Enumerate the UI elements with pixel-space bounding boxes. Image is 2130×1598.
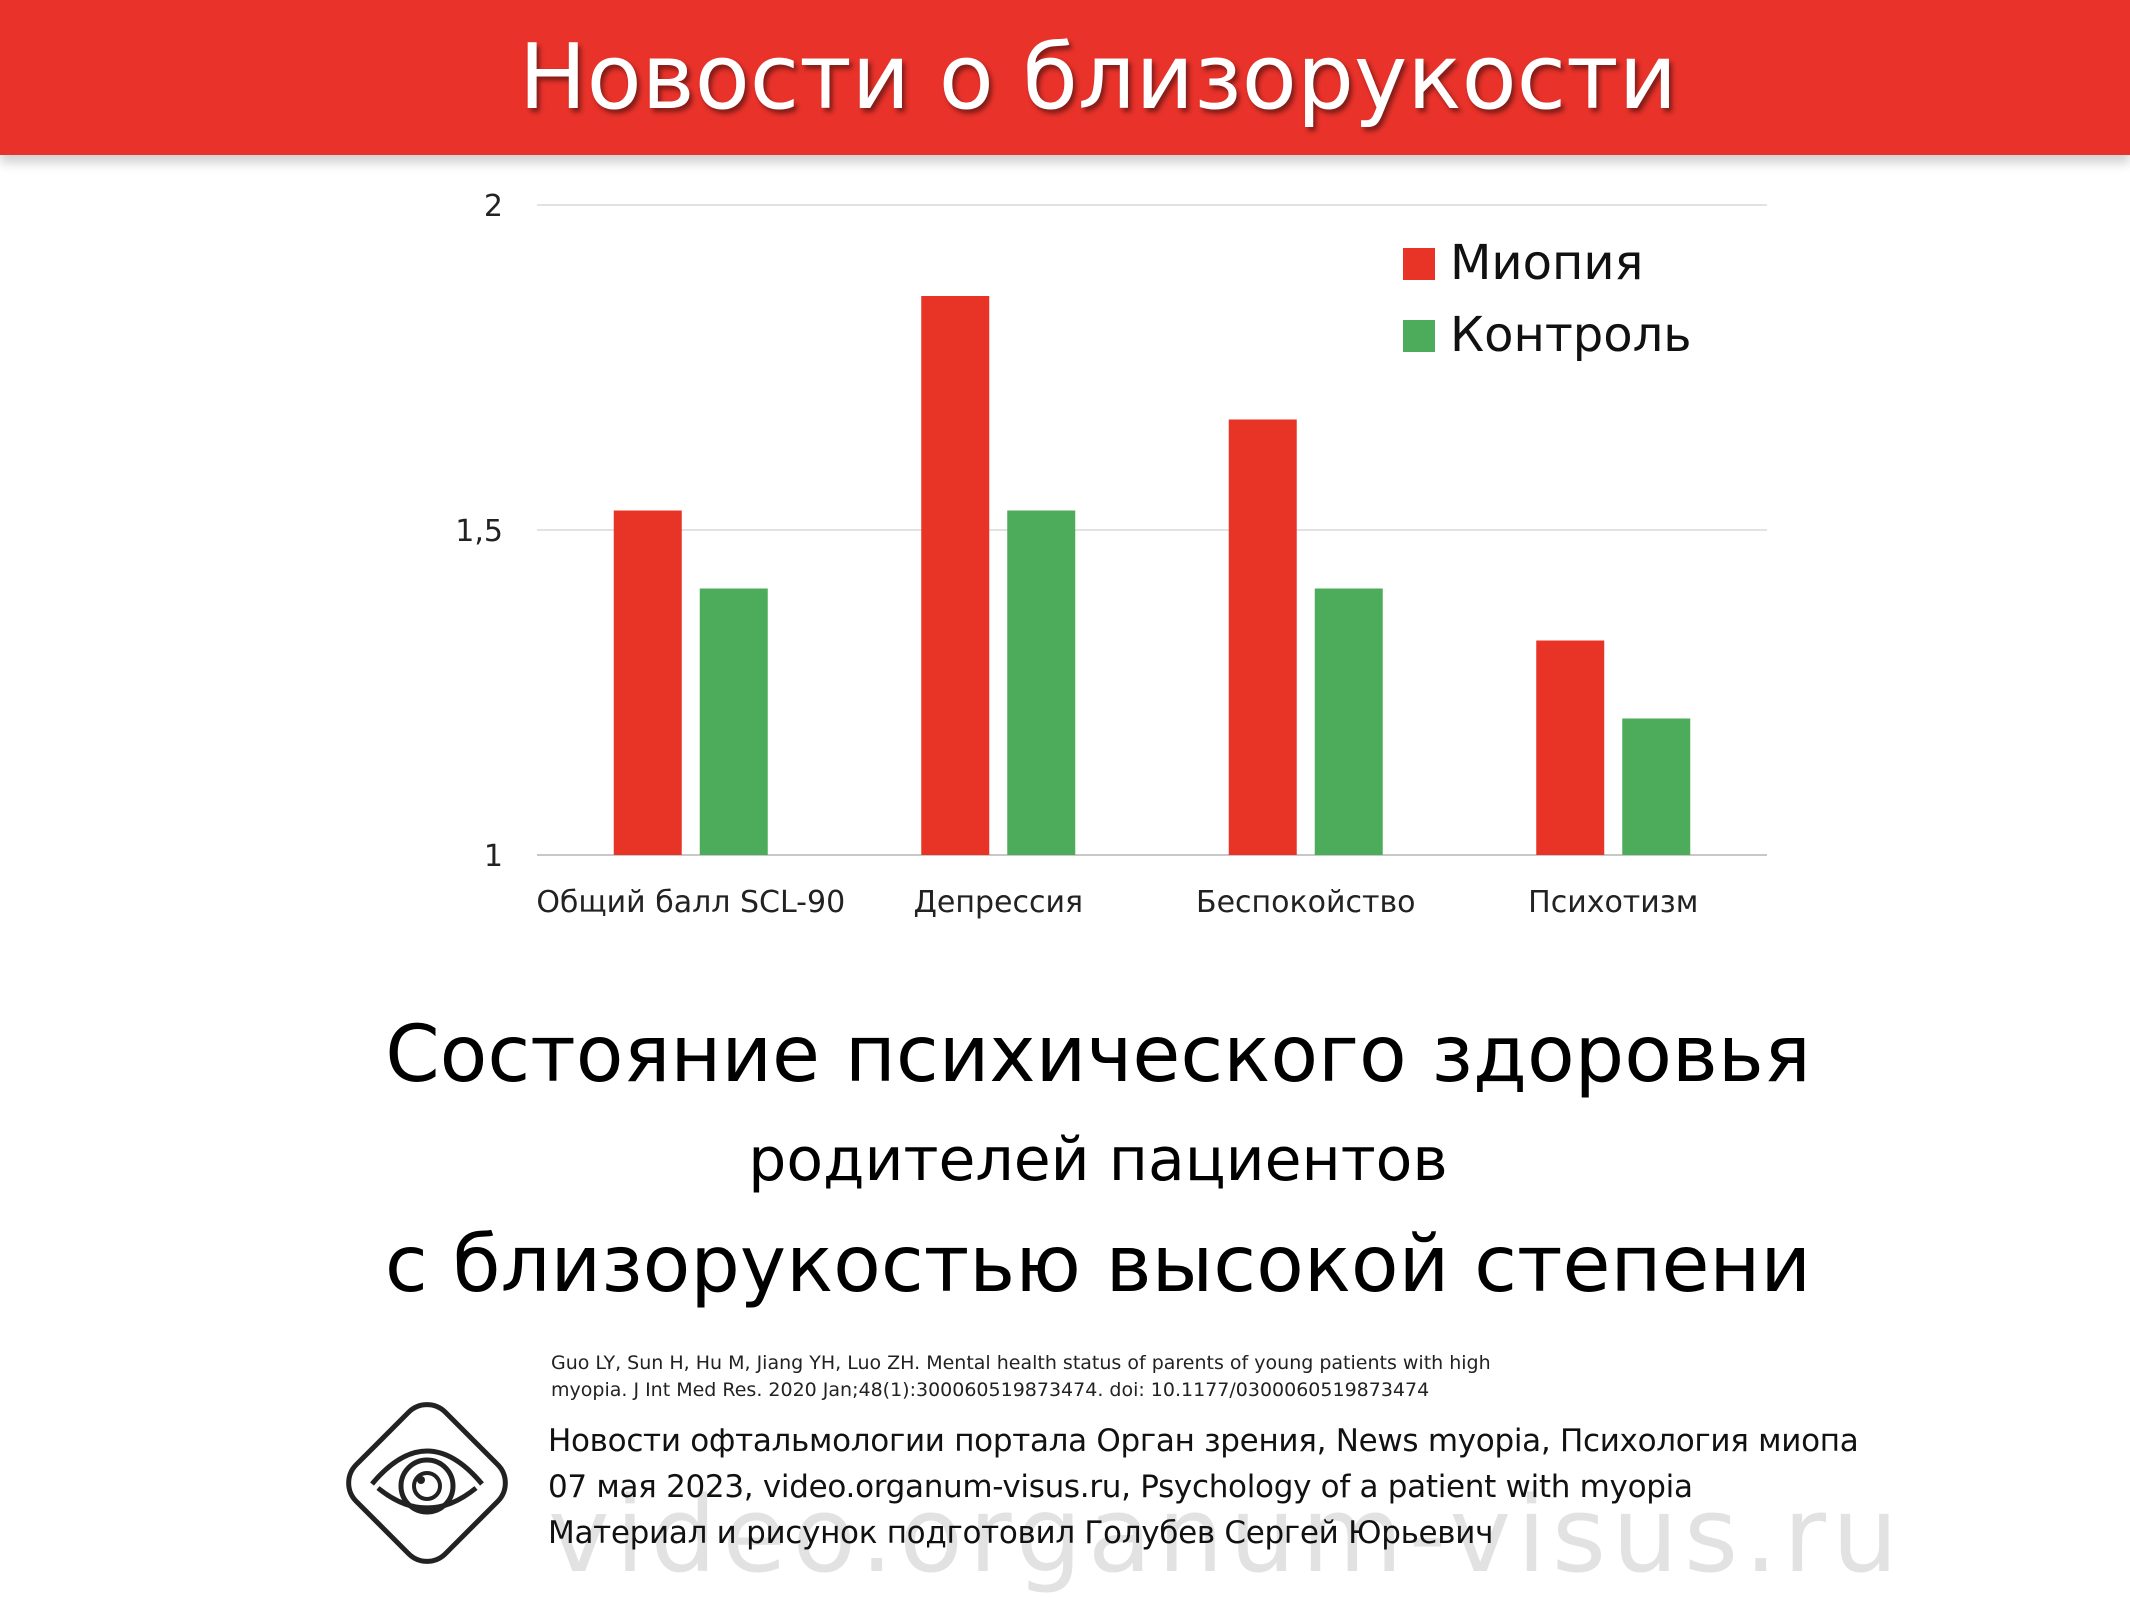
bar-control: [1007, 510, 1076, 855]
x-tick-label: Беспокойство: [1196, 885, 1415, 920]
subtitle-line-1: Состояние психического здоровья: [385, 1010, 1811, 1100]
x-tick-label: Общий балл SCL-90: [536, 885, 845, 920]
subtitle-line-3: с близорукостью высокой степени: [384, 1220, 1812, 1310]
x-tick-label: Психотизм: [1528, 885, 1698, 920]
bar-myopia: [921, 296, 990, 855]
y-tick-label: 1,5: [455, 514, 503, 549]
page-title: Новости о близорукости: [518, 25, 1678, 130]
citation-line-2: myopia. J Int Med Res. 2020 Jan;48(1):30…: [551, 1379, 1430, 1401]
eye-icon: [346, 1402, 508, 1564]
footer: Новости офтальмологии портала Орган зрен…: [548, 1418, 2088, 1556]
bar-myopia: [613, 510, 682, 855]
footer-line-3: Материал и рисунок подготовил Голубев Се…: [548, 1515, 1494, 1551]
legend-swatch: [1403, 320, 1435, 352]
watermark: video.organum-visus.ru: [548, 1474, 1904, 1596]
header-banner: [0, 0, 2130, 155]
x-tick-label: Депрессия: [913, 885, 1083, 920]
footer-line-2: 07 мая 2023, video.organum-visus.ru, Psy…: [548, 1469, 1693, 1505]
bar-control: [699, 588, 768, 855]
subtitle-line-2: родителей пациентов: [748, 1125, 1448, 1195]
bar-control: [1622, 718, 1691, 855]
legend-label: Контроль: [1450, 307, 1692, 363]
footer-line-1: Новости офтальмологии портала Орган зрен…: [548, 1423, 1859, 1459]
bar-myopia: [1536, 640, 1605, 855]
bar-chart: 1 1,5 2 Общий балл SCL-90 Депрессия Беспокойс…: [455, 189, 1767, 920]
bar-control: [1314, 588, 1383, 855]
bar-myopia: [1228, 419, 1297, 855]
y-tick-label: 1: [484, 839, 503, 874]
y-tick-label: 2: [484, 189, 503, 224]
citation-line-1: Guo LY, Sun H, Hu M, Jiang YH, Luo ZH. M…: [551, 1352, 1491, 1374]
citation: Guo LY, Sun H, Hu M, Jiang YH, Luo ZH. M…: [551, 1350, 1651, 1404]
legend-swatch: [1403, 248, 1435, 280]
legend-label: Миопия: [1450, 235, 1643, 291]
